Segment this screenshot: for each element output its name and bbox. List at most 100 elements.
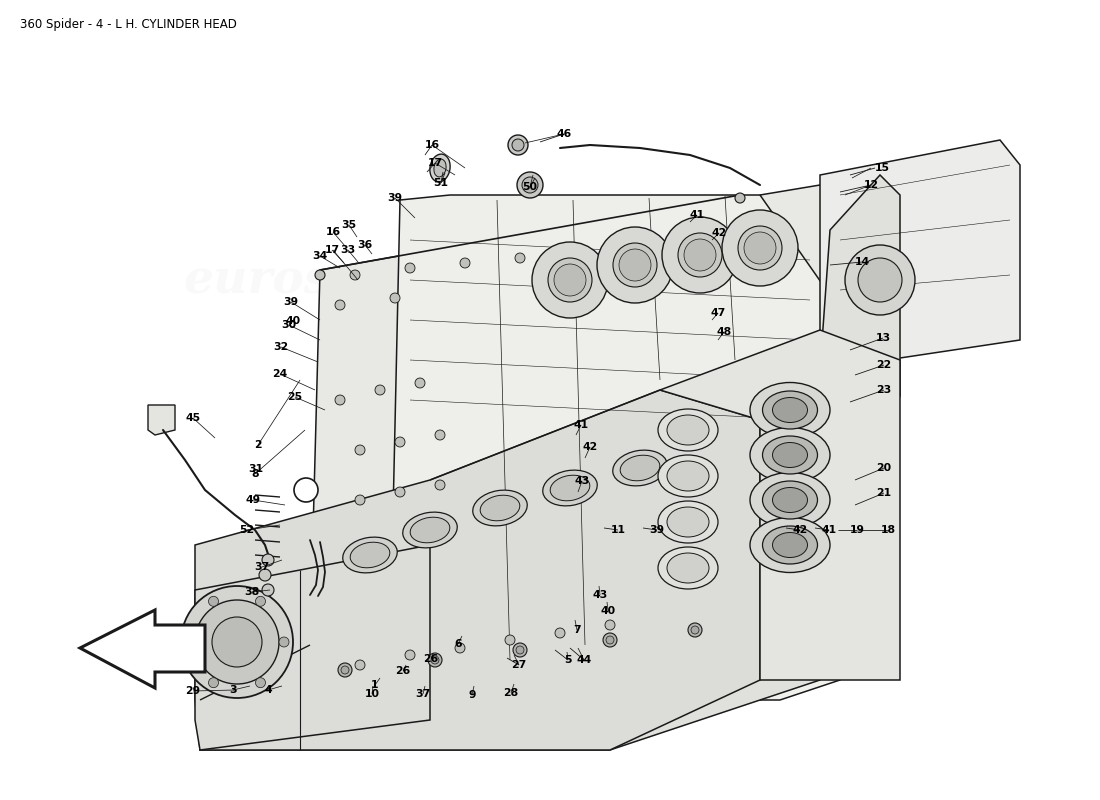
- Ellipse shape: [762, 391, 817, 429]
- Text: 44: 44: [576, 655, 592, 665]
- Ellipse shape: [772, 487, 807, 513]
- Circle shape: [355, 445, 365, 455]
- Text: 50: 50: [522, 182, 538, 192]
- Text: 9: 9: [469, 690, 475, 700]
- Ellipse shape: [772, 442, 807, 467]
- Text: 22: 22: [877, 360, 892, 370]
- Text: 19: 19: [849, 525, 865, 535]
- Ellipse shape: [550, 475, 590, 501]
- Text: 36: 36: [358, 240, 373, 250]
- Circle shape: [405, 650, 415, 660]
- Text: 29: 29: [186, 686, 200, 696]
- Circle shape: [845, 245, 915, 315]
- Text: 8: 8: [251, 469, 258, 479]
- Text: 11: 11: [610, 525, 626, 535]
- Ellipse shape: [772, 533, 807, 558]
- Ellipse shape: [667, 461, 710, 491]
- Ellipse shape: [772, 398, 807, 422]
- Text: 35: 35: [341, 220, 356, 230]
- Ellipse shape: [430, 154, 450, 182]
- Text: 42: 42: [792, 525, 807, 535]
- Circle shape: [315, 270, 324, 280]
- Polygon shape: [660, 330, 900, 680]
- Text: 48: 48: [716, 327, 732, 337]
- Text: 6: 6: [454, 639, 462, 649]
- Circle shape: [554, 264, 586, 296]
- Text: 16: 16: [326, 227, 341, 237]
- Ellipse shape: [481, 495, 520, 521]
- Text: eurospares: eurospares: [443, 557, 736, 603]
- Ellipse shape: [350, 542, 389, 568]
- Circle shape: [336, 395, 345, 405]
- Text: 27: 27: [512, 660, 527, 670]
- Text: 17: 17: [428, 158, 442, 168]
- Circle shape: [556, 628, 565, 638]
- Circle shape: [212, 617, 262, 667]
- Circle shape: [678, 233, 722, 277]
- Text: 26: 26: [395, 666, 410, 676]
- Ellipse shape: [762, 481, 817, 519]
- Text: 30: 30: [282, 320, 297, 330]
- Circle shape: [455, 643, 465, 653]
- Text: eurospares: eurospares: [184, 257, 476, 303]
- Circle shape: [688, 623, 702, 637]
- Ellipse shape: [410, 518, 450, 542]
- Circle shape: [516, 646, 524, 654]
- Circle shape: [341, 666, 349, 674]
- Text: 39: 39: [284, 297, 298, 307]
- Circle shape: [279, 637, 289, 647]
- Ellipse shape: [750, 473, 830, 527]
- Ellipse shape: [613, 450, 668, 486]
- Text: 42: 42: [582, 442, 597, 452]
- Text: 13: 13: [876, 333, 891, 343]
- Circle shape: [262, 554, 274, 566]
- Circle shape: [405, 263, 415, 273]
- Circle shape: [355, 660, 365, 670]
- Text: 18: 18: [880, 525, 895, 535]
- Ellipse shape: [542, 470, 597, 506]
- Ellipse shape: [658, 501, 718, 543]
- Circle shape: [209, 596, 219, 606]
- Circle shape: [517, 172, 543, 198]
- Ellipse shape: [658, 547, 718, 589]
- Circle shape: [858, 258, 902, 302]
- Polygon shape: [430, 370, 900, 700]
- Circle shape: [508, 135, 528, 155]
- Text: 42: 42: [712, 228, 727, 238]
- Text: 2: 2: [254, 440, 262, 450]
- Text: 7: 7: [573, 625, 581, 635]
- Text: 40: 40: [601, 606, 616, 616]
- Text: 32: 32: [274, 342, 288, 352]
- Ellipse shape: [750, 427, 830, 482]
- Circle shape: [597, 227, 673, 303]
- Polygon shape: [195, 545, 430, 750]
- Text: 52: 52: [240, 525, 254, 535]
- Ellipse shape: [750, 518, 830, 573]
- Ellipse shape: [343, 537, 397, 573]
- Text: 39: 39: [387, 193, 403, 203]
- Text: 28: 28: [504, 688, 518, 698]
- Circle shape: [428, 653, 442, 667]
- Text: 47: 47: [711, 308, 726, 318]
- Text: 14: 14: [855, 257, 870, 267]
- Text: 20: 20: [877, 463, 892, 473]
- Text: 26: 26: [424, 654, 439, 664]
- Circle shape: [338, 663, 352, 677]
- Circle shape: [738, 226, 782, 270]
- Circle shape: [548, 258, 592, 302]
- Circle shape: [375, 385, 385, 395]
- Text: 49: 49: [245, 495, 261, 505]
- Circle shape: [744, 232, 775, 264]
- Polygon shape: [310, 195, 820, 680]
- Text: 45: 45: [186, 413, 200, 423]
- Circle shape: [735, 193, 745, 203]
- Circle shape: [195, 600, 279, 684]
- Circle shape: [350, 270, 360, 280]
- Text: 37: 37: [254, 562, 270, 572]
- Text: 3: 3: [229, 685, 236, 695]
- Text: autospares: autospares: [603, 264, 858, 306]
- Circle shape: [431, 656, 439, 664]
- Ellipse shape: [667, 507, 710, 537]
- Circle shape: [355, 495, 365, 505]
- Circle shape: [415, 378, 425, 388]
